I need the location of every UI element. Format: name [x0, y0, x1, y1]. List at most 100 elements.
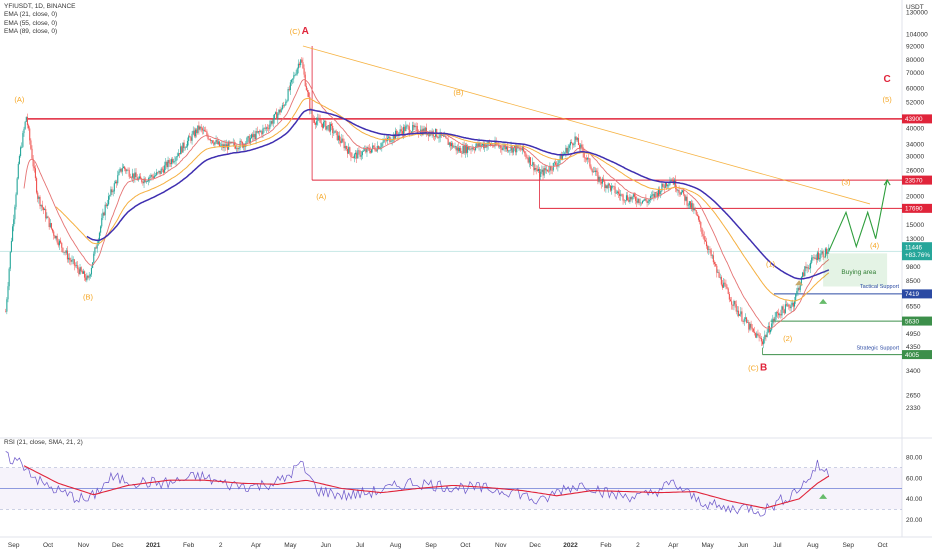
candle-body — [627, 195, 629, 201]
candle-body — [533, 162, 535, 171]
candle-body — [697, 216, 700, 220]
level-price-tag — [902, 316, 932, 326]
candle-body — [46, 216, 48, 219]
y-tick-label: 13000 — [906, 236, 924, 243]
y-tick-label: 15000 — [906, 222, 924, 229]
candle-body — [512, 147, 514, 153]
candle-body — [587, 157, 589, 160]
candle-body — [606, 185, 608, 189]
candle-body — [641, 200, 644, 204]
candle-body — [743, 318, 745, 322]
candle-body — [15, 194, 17, 207]
candle-body — [628, 200, 630, 202]
candle-body — [332, 125, 334, 134]
candle-body — [84, 271, 86, 278]
candle-body — [574, 136, 576, 145]
candle-body — [385, 139, 387, 141]
candle-body — [303, 68, 305, 75]
candle-body — [589, 158, 591, 167]
strategic-support-label: Strategic Support — [857, 346, 900, 352]
candle-body — [632, 194, 634, 197]
candle-body — [459, 148, 461, 152]
candle-body — [96, 244, 98, 249]
candle-body — [807, 267, 809, 269]
candle-body — [591, 169, 593, 173]
candle-body — [79, 267, 81, 275]
candle-body — [340, 140, 342, 143]
candle-body — [369, 150, 371, 153]
candle-body — [724, 282, 726, 284]
candle-body — [677, 190, 679, 191]
candle-body — [497, 144, 499, 147]
wave-label: A — [302, 26, 309, 37]
candle-body — [188, 136, 190, 141]
candle-body — [777, 313, 780, 316]
candle-body — [532, 162, 534, 166]
candle-body — [228, 141, 230, 150]
candle-body — [117, 175, 119, 184]
candle-body — [643, 200, 645, 202]
candle-body — [763, 339, 765, 345]
candle-body — [274, 112, 277, 115]
candle-body — [69, 257, 71, 261]
candle-body — [462, 145, 464, 154]
candle-body — [557, 163, 559, 167]
candle-body — [196, 129, 198, 133]
rsi-tick-label: 40.00 — [906, 496, 923, 503]
candle-body — [559, 154, 561, 161]
candle-body — [206, 131, 208, 136]
candle-body — [72, 259, 74, 260]
candle-body — [345, 146, 347, 150]
candle-body — [824, 248, 826, 258]
candle-body — [785, 304, 788, 306]
candle-body — [236, 148, 238, 149]
candle-body — [73, 259, 75, 266]
candle-body — [611, 186, 613, 191]
candle-body — [105, 204, 107, 206]
candle-body — [504, 145, 506, 150]
wave-label: (C) — [748, 364, 759, 373]
candle-body — [704, 239, 706, 242]
candle-body — [327, 125, 329, 127]
candle-body — [493, 146, 495, 147]
candle-body — [788, 304, 790, 307]
candle-body — [403, 126, 405, 135]
candle-body — [87, 275, 89, 278]
candle-body — [550, 166, 552, 171]
candle-body — [811, 257, 813, 263]
candle-body — [438, 137, 440, 139]
wave-label: (A) — [316, 192, 327, 201]
legend-symbol: YFIUSDT, 1D, BINANCE — [4, 3, 76, 10]
candle-body — [548, 171, 550, 172]
candle-body — [353, 154, 355, 159]
candle-body — [108, 196, 110, 205]
candle-body — [60, 240, 62, 243]
candle-body — [765, 335, 767, 338]
candle-body — [463, 145, 465, 154]
candle-body — [144, 178, 146, 183]
candle-body — [647, 201, 649, 203]
candle-body — [659, 188, 661, 195]
candle-body — [616, 191, 618, 194]
x-tick-label: Sep — [842, 542, 854, 549]
candle-body — [132, 173, 134, 178]
candle-body — [696, 214, 698, 217]
candle-body — [667, 185, 669, 187]
candle-body — [18, 155, 20, 164]
candle-body — [584, 157, 586, 159]
candle-body — [8, 268, 10, 287]
buying-area-zone — [823, 253, 888, 287]
candle-body — [476, 143, 478, 147]
candle-body — [511, 146, 513, 153]
candle-body — [668, 184, 670, 186]
candle-body — [297, 63, 299, 69]
legend-ema55: EMA (55, close, 0) — [4, 19, 58, 27]
candle-body — [604, 181, 606, 188]
candle-body — [629, 196, 631, 202]
candle-body — [464, 144, 466, 154]
candle-body — [649, 196, 652, 200]
candle-body — [500, 145, 502, 149]
candle-body — [702, 233, 704, 237]
candle-body — [173, 161, 175, 163]
